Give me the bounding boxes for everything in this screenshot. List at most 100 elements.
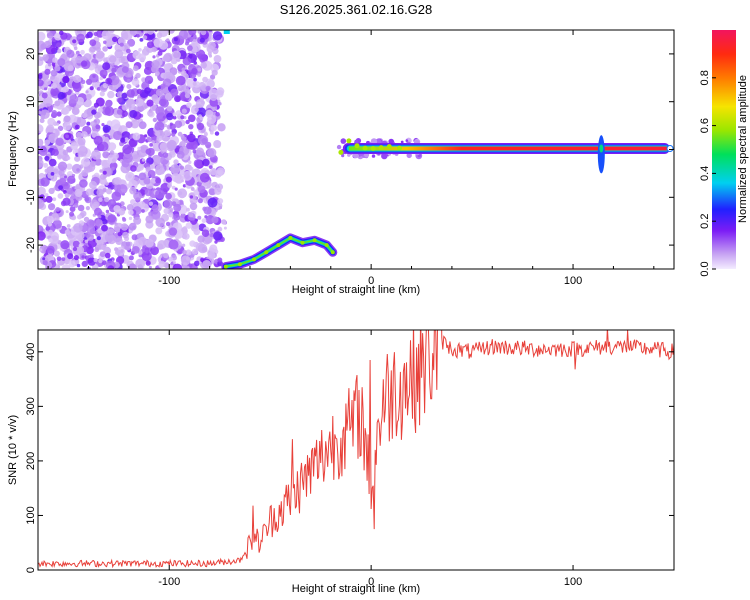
noise-speck xyxy=(127,38,136,47)
noise-speck xyxy=(38,40,46,51)
noise-speck xyxy=(178,143,182,147)
noise-speck xyxy=(95,50,105,59)
noise-speck xyxy=(89,86,94,91)
noise-speck xyxy=(208,188,216,196)
noise-speck xyxy=(57,58,66,67)
noise-speck xyxy=(81,169,89,177)
noise-speck xyxy=(135,72,141,79)
noise-speck xyxy=(193,77,197,82)
noise-speck xyxy=(85,90,89,94)
noise-speck xyxy=(126,84,132,89)
noise-speck xyxy=(81,260,88,267)
noise-speck xyxy=(166,139,177,151)
noise-speck xyxy=(145,260,151,266)
noise-speck xyxy=(190,200,194,204)
noise-speck xyxy=(193,38,197,43)
noise-speck xyxy=(191,68,198,75)
noise-speck xyxy=(99,69,108,78)
noise-speck xyxy=(81,255,85,259)
noise-speck xyxy=(208,54,212,58)
noise-speck xyxy=(76,131,83,139)
noise-speck xyxy=(62,197,71,206)
noise-speck xyxy=(180,115,185,120)
noise-speck xyxy=(155,88,163,97)
noise-speck xyxy=(158,263,164,269)
noise-speck xyxy=(55,46,59,50)
carrier-blob xyxy=(396,145,402,151)
noise-speck xyxy=(109,55,117,63)
noise-speck xyxy=(168,227,178,236)
noise-speck xyxy=(138,201,146,208)
noise-speck xyxy=(197,235,205,243)
noise-speck xyxy=(38,158,44,168)
noise-speck xyxy=(95,219,103,227)
noise-speck xyxy=(132,154,141,163)
noise-speck xyxy=(203,206,212,215)
noise-speck xyxy=(76,116,87,127)
aliased-signal-band xyxy=(225,237,334,268)
noise-speck xyxy=(206,45,215,53)
noise-speck xyxy=(155,106,165,116)
noise-speck xyxy=(202,260,212,269)
noise-speck xyxy=(67,253,74,260)
noise-speck xyxy=(98,258,103,264)
noise-speck xyxy=(131,246,140,254)
noise-speck xyxy=(67,65,74,72)
noise-speck xyxy=(188,212,194,218)
noise-speck xyxy=(105,188,113,195)
noise-speck xyxy=(72,83,82,92)
noise-speck xyxy=(168,239,179,250)
noise-speck xyxy=(155,189,165,199)
noise-speck xyxy=(120,249,124,253)
noise-speck xyxy=(76,33,85,43)
noise-speck xyxy=(66,49,75,58)
noise-speck xyxy=(91,109,97,115)
colorbar-tick-label: 0.0 xyxy=(699,261,711,276)
noise-speck xyxy=(179,165,184,170)
noise-speck xyxy=(121,92,128,99)
noise-speck xyxy=(185,249,192,256)
x-tick-label: -100 xyxy=(158,576,180,588)
noise-speck xyxy=(209,244,218,253)
noise-speck xyxy=(50,69,58,77)
noise-speck xyxy=(46,30,50,33)
noise-speck xyxy=(85,93,92,100)
noise-speck xyxy=(173,261,177,264)
noise-speck xyxy=(145,166,151,172)
spectrogram-xlabel: Height of straight line (km) xyxy=(292,284,420,296)
noise-speck xyxy=(154,130,161,137)
noise-speck xyxy=(66,187,74,195)
noise-speck xyxy=(42,54,49,61)
noise-speck xyxy=(128,263,137,269)
noise-speck xyxy=(72,39,77,44)
noise-speck xyxy=(77,214,82,220)
noise-speck xyxy=(137,164,144,171)
noise-speck xyxy=(150,209,161,220)
noise-speck xyxy=(192,149,197,154)
y-tick-label: 400 xyxy=(25,343,37,361)
noise-speck xyxy=(53,250,60,257)
noise-speck xyxy=(132,50,141,60)
noise-speck xyxy=(210,94,218,101)
noise-speck xyxy=(142,35,148,40)
noise-speck xyxy=(197,67,202,72)
noise-speck xyxy=(151,94,159,101)
noise-speck xyxy=(192,81,197,86)
noise-speck xyxy=(160,83,166,89)
noise-speck xyxy=(163,208,170,215)
carrier-halo xyxy=(341,154,345,158)
noise-speck xyxy=(95,124,101,130)
noise-speck xyxy=(198,135,209,146)
noise-speck xyxy=(86,31,93,38)
noise-speck xyxy=(216,167,225,176)
noise-speck xyxy=(116,91,124,98)
noise-speck xyxy=(121,104,128,111)
noise-speck xyxy=(181,67,186,72)
noise-speck xyxy=(76,30,83,34)
noise-speck xyxy=(67,175,76,184)
noise-speck xyxy=(147,170,156,178)
noise-speck xyxy=(126,204,134,211)
colorbar-tick-label: 0.2 xyxy=(699,214,711,229)
noise-speck xyxy=(215,112,220,117)
noise-speck xyxy=(196,122,205,131)
